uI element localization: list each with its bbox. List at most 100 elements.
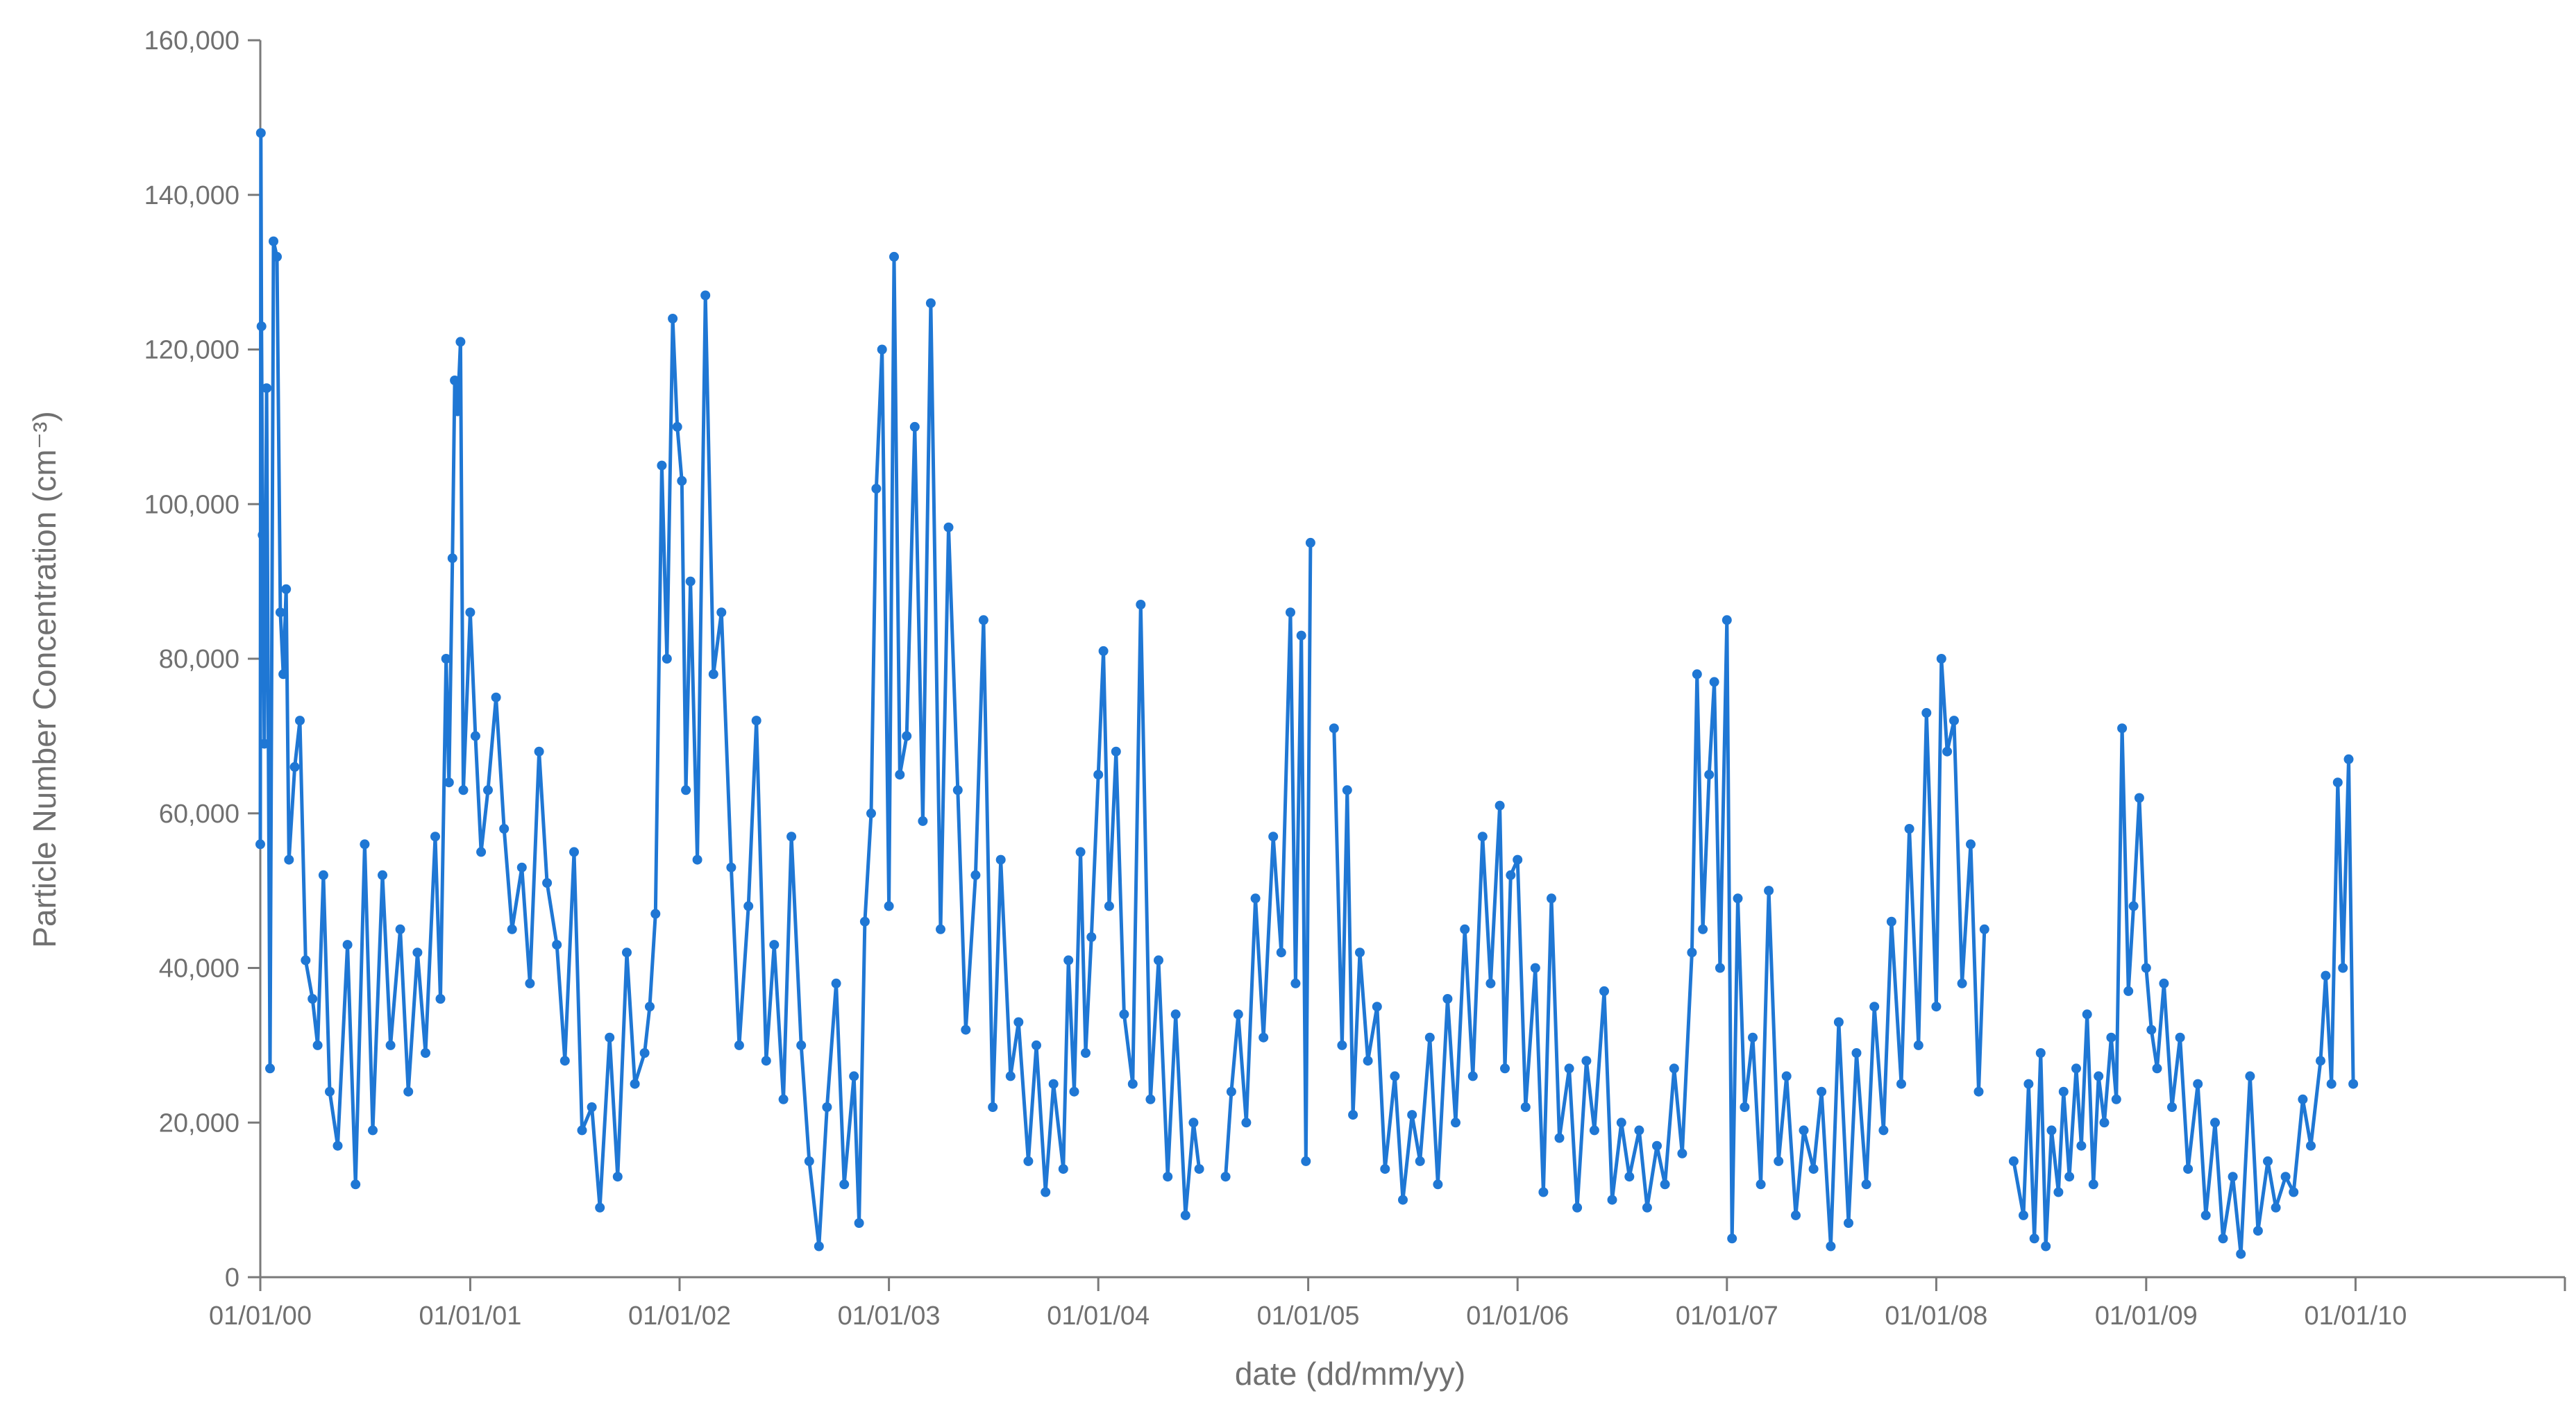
- data-point: [1226, 1086, 1236, 1097]
- data-point: [1145, 1094, 1156, 1104]
- x-tick-label: 01/01/03: [838, 1301, 941, 1331]
- data-point: [1652, 1140, 1662, 1151]
- data-point: [726, 862, 736, 873]
- data-point: [961, 1025, 971, 1035]
- data-point: [943, 522, 954, 532]
- series-layer: [255, 128, 2359, 1259]
- y-tick-label: 20,000: [159, 1109, 239, 1138]
- data-point: [2076, 1140, 2087, 1151]
- data-point: [677, 475, 687, 486]
- data-point: [2280, 1172, 2291, 1182]
- data-point: [1921, 708, 1932, 718]
- data-point: [1599, 986, 1609, 996]
- data-point: [1669, 1063, 1679, 1074]
- data-point: [1572, 1202, 1583, 1213]
- data-point: [1942, 746, 1953, 757]
- data-point: [1966, 839, 1976, 850]
- data-point: [491, 692, 501, 702]
- data-point: [2106, 1032, 2116, 1043]
- data-point: [499, 824, 510, 834]
- data-point: [1013, 1017, 1024, 1027]
- data-point: [2088, 1179, 2098, 1190]
- data-point: [1407, 1110, 1417, 1120]
- data-point: [255, 839, 265, 850]
- data-point: [2071, 1063, 2081, 1074]
- data-point: [2332, 777, 2343, 788]
- data-point: [2111, 1094, 2121, 1104]
- data-point: [325, 1086, 335, 1097]
- y-tick-label: 160,000: [144, 26, 239, 56]
- data-point: [1913, 1040, 1923, 1050]
- data-point: [1851, 1048, 1862, 1058]
- data-point: [1290, 978, 1301, 988]
- data-point: [1485, 978, 1496, 988]
- data-point: [1748, 1032, 1758, 1043]
- data-point: [2035, 1048, 2046, 1058]
- y-axis-title: Particle Number Concentration (cm⁻³): [26, 411, 62, 947]
- data-point: [1477, 832, 1488, 842]
- data-point: [289, 761, 300, 772]
- data-point: [2082, 1009, 2092, 1020]
- data-point: [1342, 785, 1352, 795]
- data-point: [1817, 1086, 1827, 1097]
- data-point: [516, 862, 527, 873]
- data-point: [2348, 1079, 2359, 1089]
- data-point: [2218, 1233, 2228, 1244]
- data-point: [605, 1032, 615, 1043]
- data-point: [1424, 1032, 1435, 1043]
- data-point: [351, 1179, 361, 1190]
- data-point: [1276, 947, 1286, 958]
- data-point: [2146, 1025, 2157, 1035]
- data-point: [2019, 1210, 2028, 1220]
- data-point: [1589, 1125, 1599, 1136]
- data-point: [1023, 1156, 1034, 1166]
- data-point: [403, 1086, 414, 1097]
- data-point: [1896, 1079, 1906, 1089]
- data-point: [1415, 1156, 1425, 1166]
- data-point: [2128, 901, 2139, 911]
- data-point: [1500, 1063, 1510, 1074]
- data-point: [1329, 723, 1339, 734]
- data-point: [284, 854, 294, 865]
- data-point: [1936, 654, 1946, 664]
- data-point: [978, 615, 988, 625]
- data-point: [778, 1094, 789, 1104]
- data-point: [849, 1071, 859, 1081]
- data-point: [692, 854, 702, 865]
- data-point: [1687, 947, 1697, 958]
- data-point: [2263, 1156, 2273, 1166]
- data-point: [2193, 1079, 2203, 1089]
- data-point: [814, 1241, 824, 1252]
- x-tick-label: 01/01/00: [209, 1301, 312, 1331]
- data-point: [1075, 847, 1086, 857]
- data-point: [1460, 924, 1470, 934]
- data-point: [318, 870, 328, 880]
- data-point: [368, 1125, 378, 1136]
- data-point: [1506, 870, 1516, 880]
- data-point: [1957, 978, 1967, 988]
- x-tick-label: 01/01/01: [419, 1301, 521, 1331]
- data-point: [761, 1056, 771, 1066]
- data-point: [587, 1102, 597, 1112]
- data-point: [1032, 1040, 1041, 1050]
- data-point: [269, 236, 278, 246]
- data-point: [1296, 630, 1306, 641]
- data-point: [622, 947, 632, 958]
- data-point: [1093, 770, 1104, 780]
- data-point: [734, 1040, 744, 1050]
- data-point: [1781, 1071, 1792, 1081]
- data-point: [1607, 1195, 1617, 1205]
- data-point: [822, 1102, 832, 1112]
- data-point: [1194, 1164, 1204, 1174]
- data-point: [421, 1048, 430, 1058]
- data-point: [1764, 886, 1774, 896]
- data-point: [1931, 1002, 1942, 1012]
- data-point: [612, 1172, 623, 1182]
- data-point: [1727, 1233, 1737, 1244]
- data-point: [1660, 1179, 1670, 1190]
- data-point: [332, 1140, 343, 1151]
- data-point: [1442, 994, 1453, 1004]
- data-point: [1878, 1125, 1889, 1136]
- data-point: [470, 731, 480, 741]
- data-point: [534, 746, 544, 757]
